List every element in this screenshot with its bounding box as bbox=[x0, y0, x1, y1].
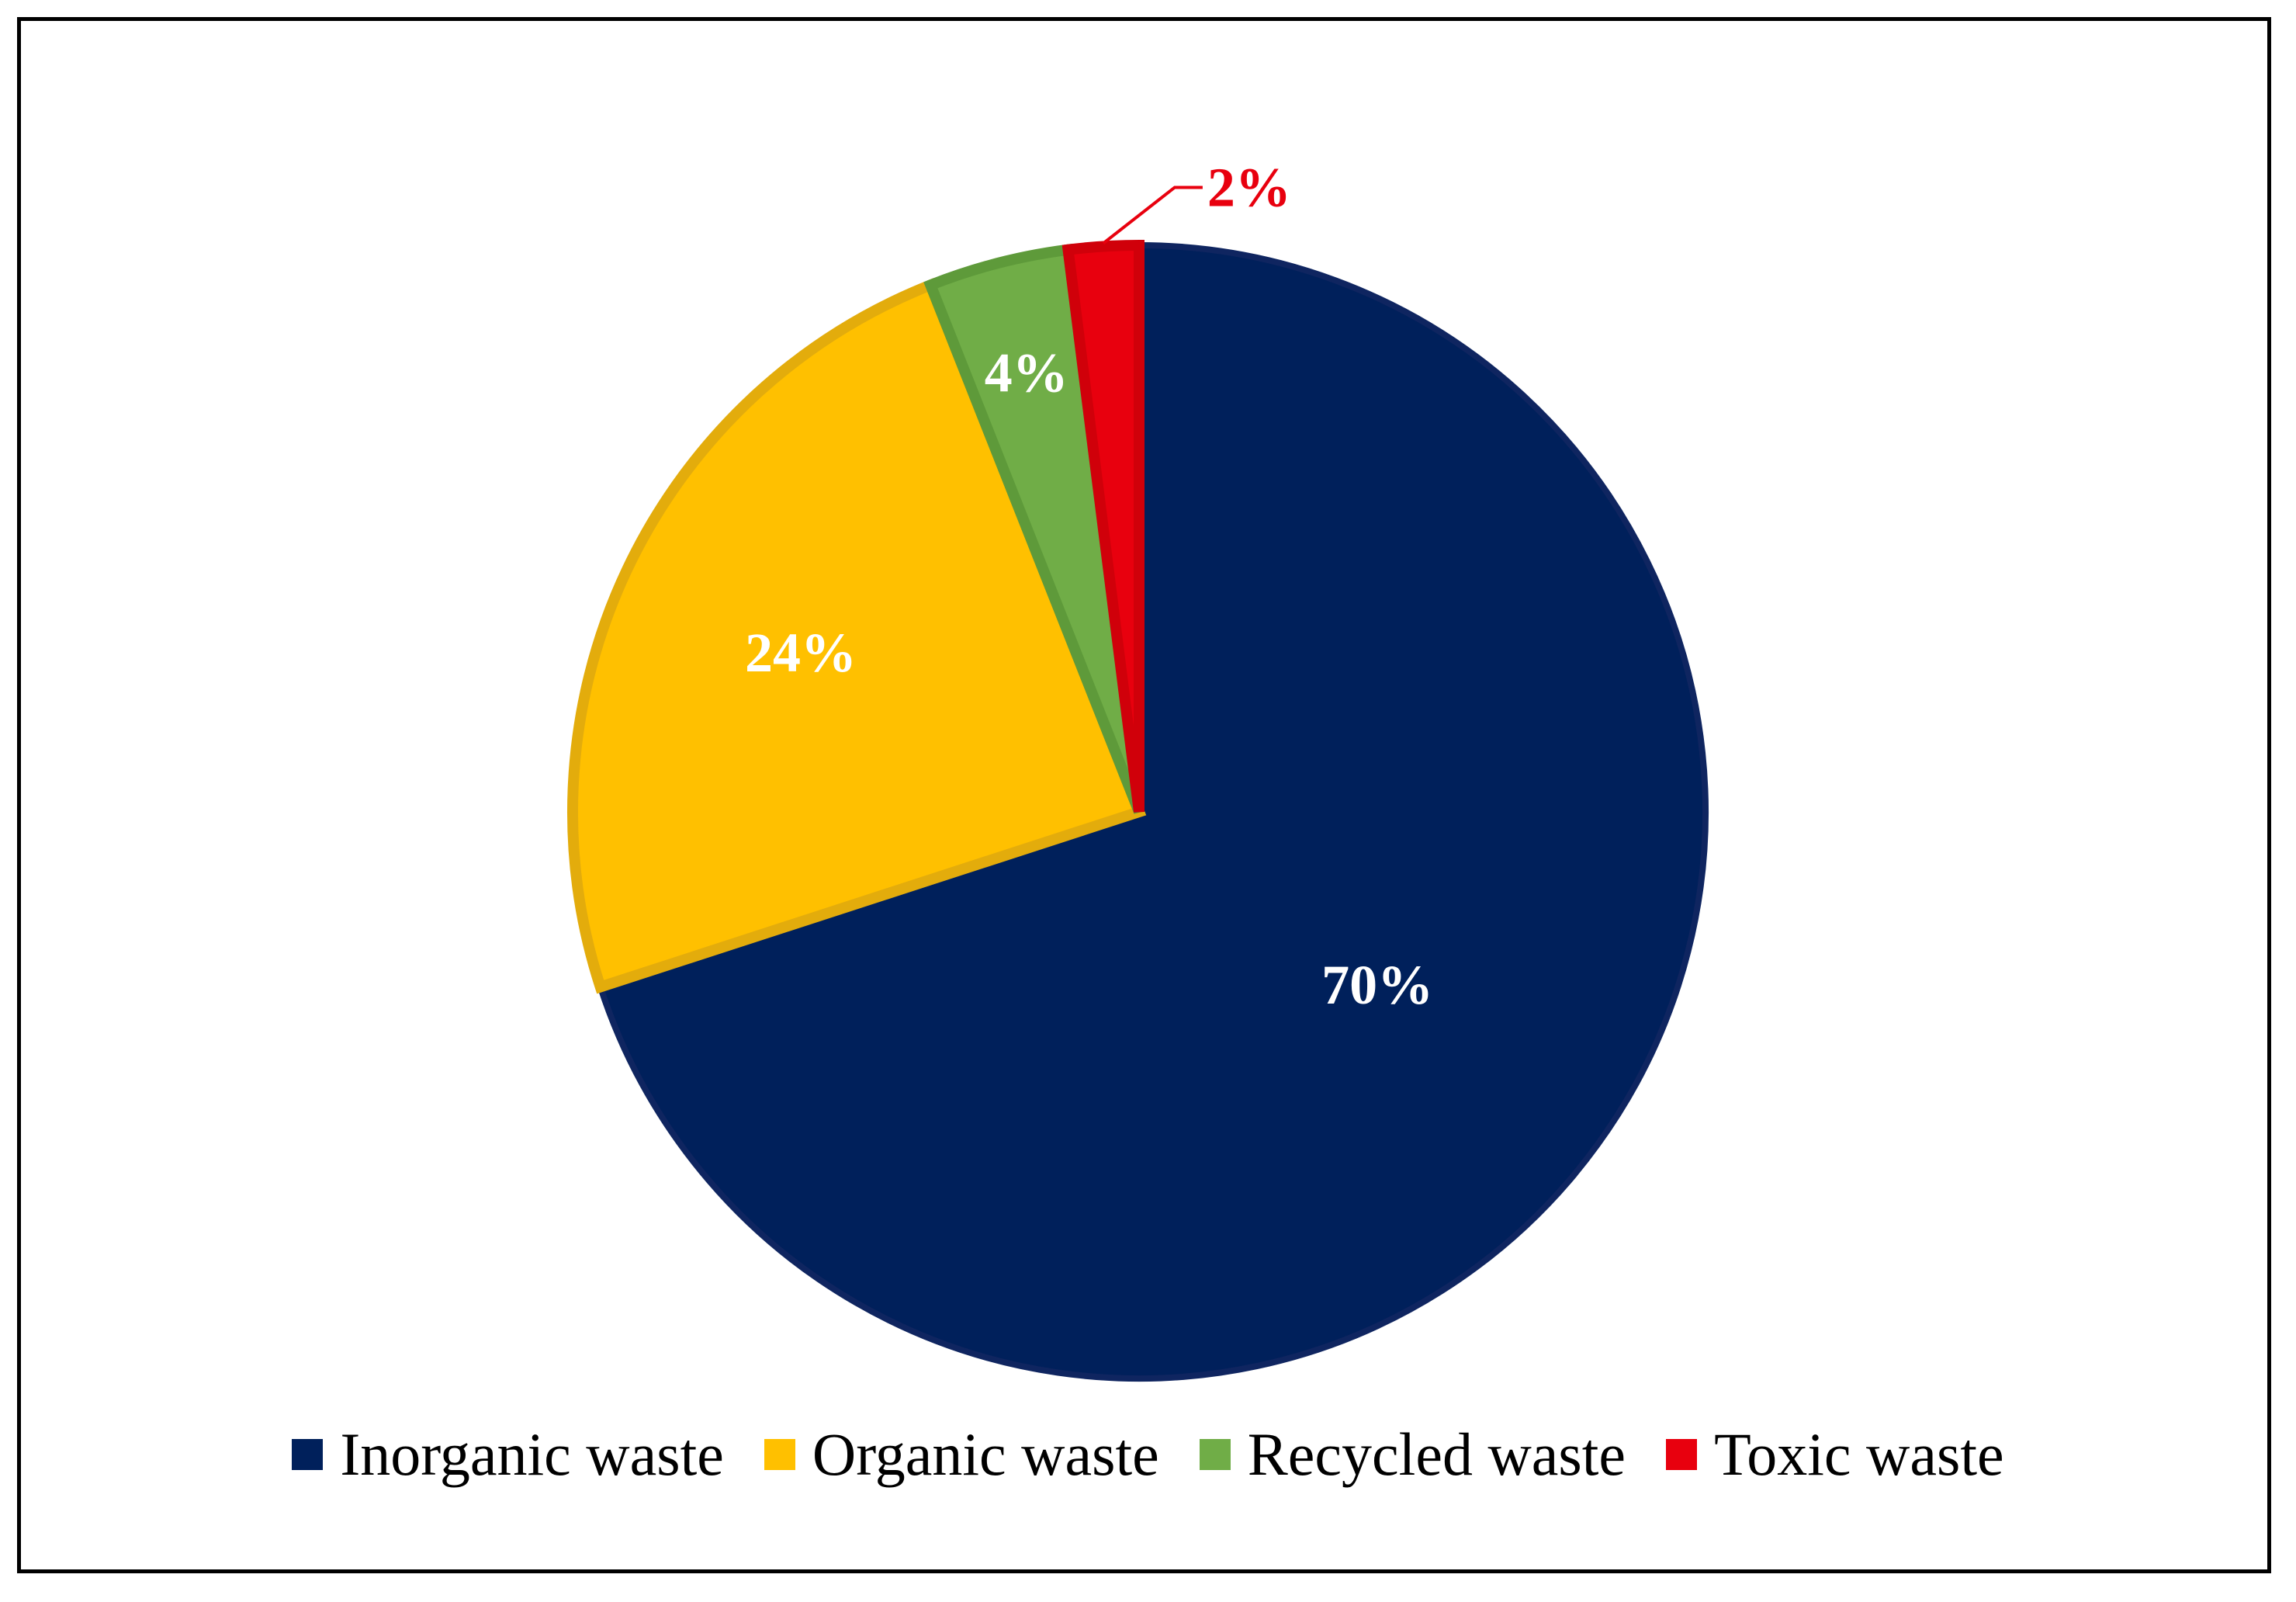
legend-label-recycled: Recycled waste bbox=[1247, 1420, 1626, 1488]
legend: Inorganic waste Organic waste Recycled w… bbox=[0, 1424, 2296, 1485]
pie-slice-inorganic bbox=[596, 241, 1709, 1382]
slice-label-recycled: 4% bbox=[985, 342, 1068, 404]
slice-label-organic: 24% bbox=[745, 622, 857, 684]
legend-swatch-recycled bbox=[1199, 1439, 1231, 1470]
leader-line-toxic bbox=[1102, 186, 1203, 245]
pie-slice-labels: 70% 24% 4% 2% bbox=[745, 156, 1433, 1016]
legend-swatch-inorganic bbox=[292, 1439, 324, 1470]
legend-label-inorganic: Inorganic waste bbox=[340, 1420, 724, 1488]
legend-item-recycled: Recycled waste bbox=[1199, 1420, 1626, 1488]
legend-label-toxic: Toxic waste bbox=[1714, 1420, 2004, 1488]
legend-label-organic: Organic waste bbox=[812, 1420, 1159, 1488]
slice-label-toxic: 2% bbox=[1207, 156, 1291, 218]
legend-item-inorganic: Inorganic waste bbox=[292, 1424, 724, 1485]
pie-slices bbox=[567, 239, 1709, 1382]
slice-label-inorganic: 70% bbox=[1321, 954, 1433, 1016]
legend-swatch-toxic bbox=[1666, 1439, 1698, 1470]
legend-item-organic: Organic waste bbox=[764, 1424, 1159, 1485]
pie-slice-toxic bbox=[1061, 239, 1145, 813]
legend-item-toxic: Toxic waste bbox=[1666, 1424, 2004, 1485]
legend-swatch-organic bbox=[764, 1439, 795, 1470]
